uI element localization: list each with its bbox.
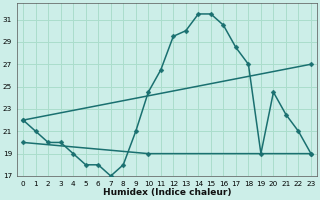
X-axis label: Humidex (Indice chaleur): Humidex (Indice chaleur) bbox=[103, 188, 231, 197]
